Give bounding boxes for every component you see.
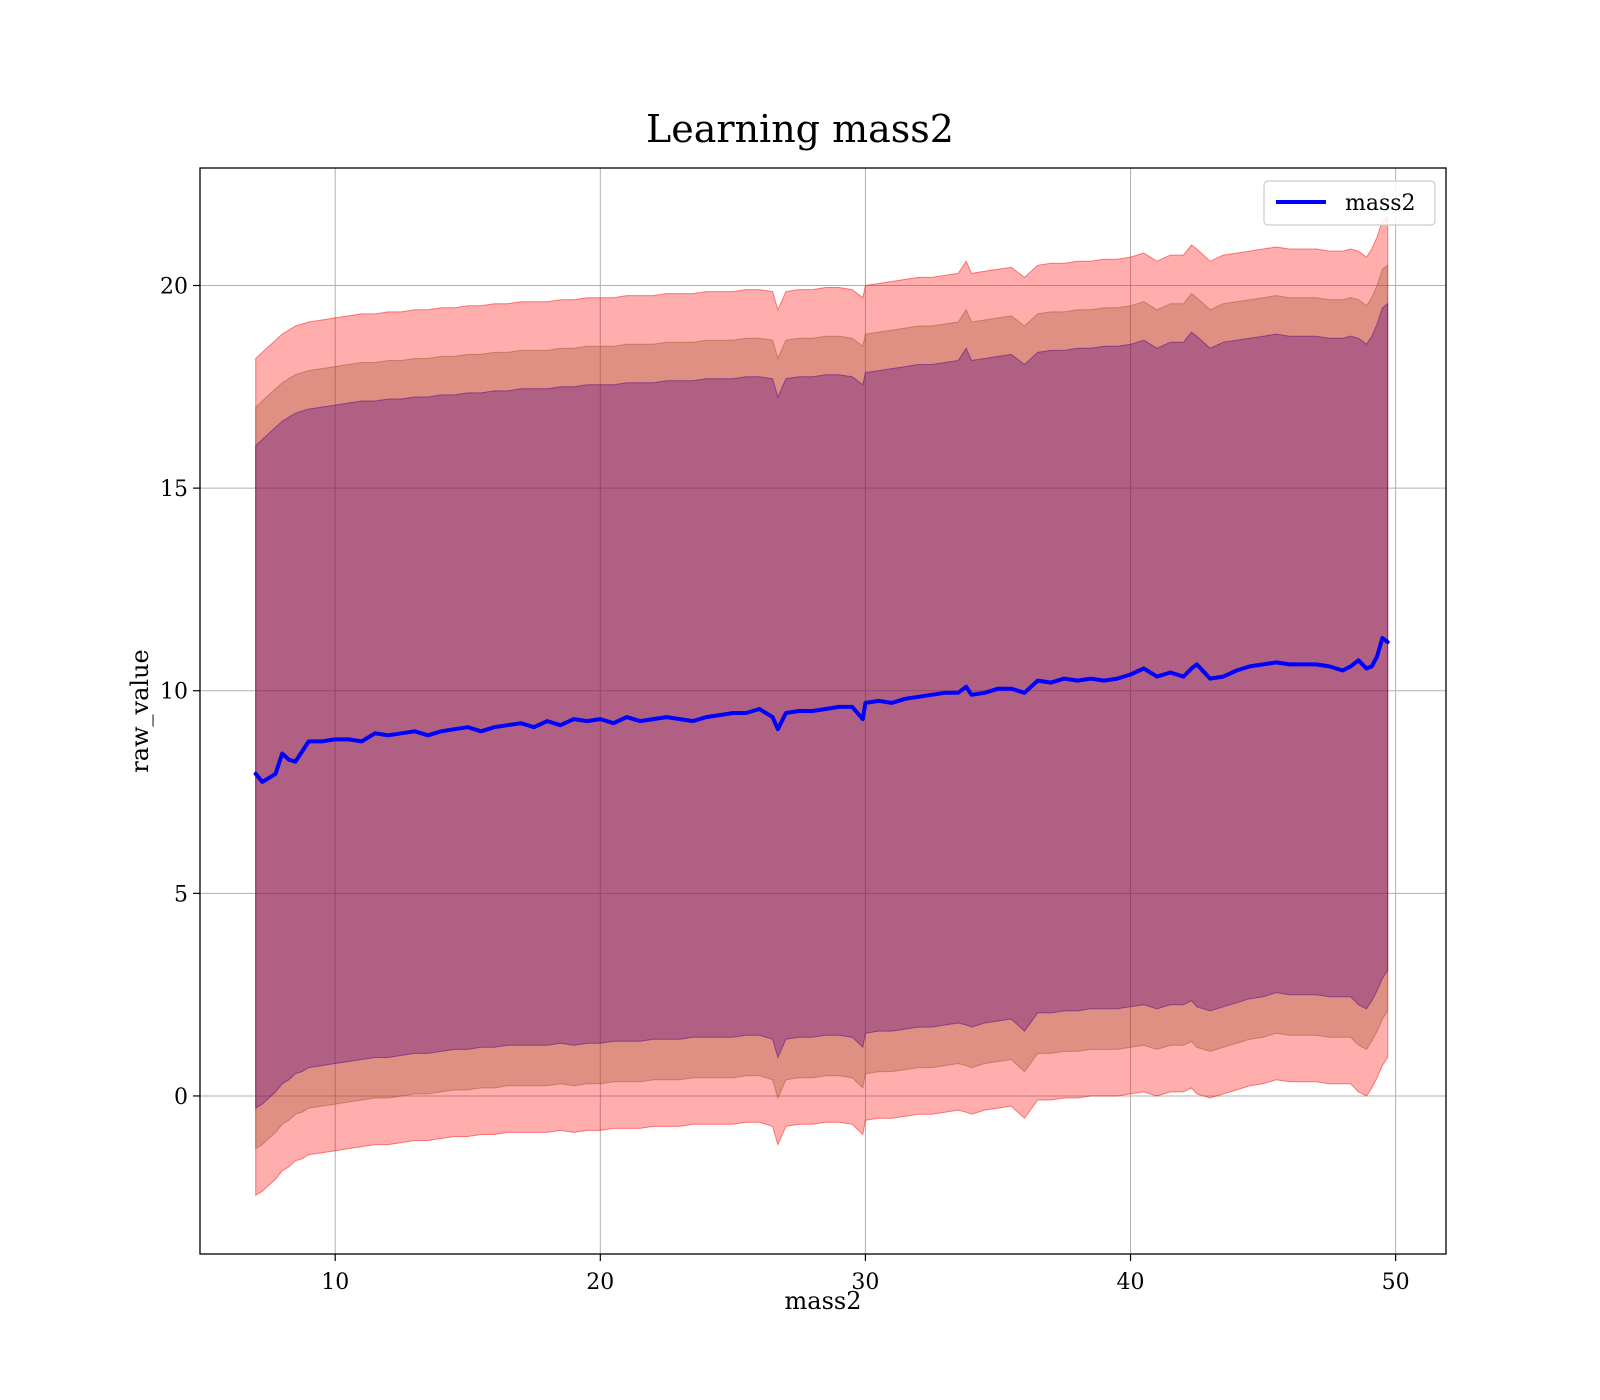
x-tick-label: 30 — [851, 1270, 879, 1295]
x-axis-ticks: 10 20 30 40 50 — [321, 1254, 1410, 1295]
legend: mass2 — [1263, 180, 1436, 226]
legend-entry-mass2: mass2 — [1345, 191, 1416, 216]
x-tick-label: 20 — [586, 1270, 614, 1295]
y-tick-label: 0 — [174, 1085, 188, 1110]
y-tick-label: 5 — [174, 882, 188, 907]
band-inner — [255, 302, 1389, 1109]
y-tick-label: 20 — [160, 275, 188, 300]
y-tick-label: 15 — [160, 477, 188, 502]
legend-box — [1263, 180, 1436, 226]
y-axis-label: raw_value — [126, 649, 154, 773]
x-tick-label: 40 — [1117, 1270, 1145, 1295]
plot-frame — [199, 167, 1447, 1255]
y-axis-ticks: 0 5 10 15 20 — [160, 275, 200, 1110]
x-axis-label: mass2 — [785, 1287, 862, 1315]
series-line-mass2 — [253, 636, 1390, 784]
x-tick-label: 10 — [321, 1270, 349, 1295]
chart-title: Learning mass2 — [646, 107, 954, 151]
y-tick-label: 10 — [160, 680, 188, 705]
band-outer — [255, 215, 1389, 1197]
band-middle — [255, 264, 1389, 1150]
series-lines — [253, 636, 1390, 784]
confidence-bands — [255, 215, 1389, 1197]
x-tick-label: 50 — [1382, 1270, 1410, 1295]
